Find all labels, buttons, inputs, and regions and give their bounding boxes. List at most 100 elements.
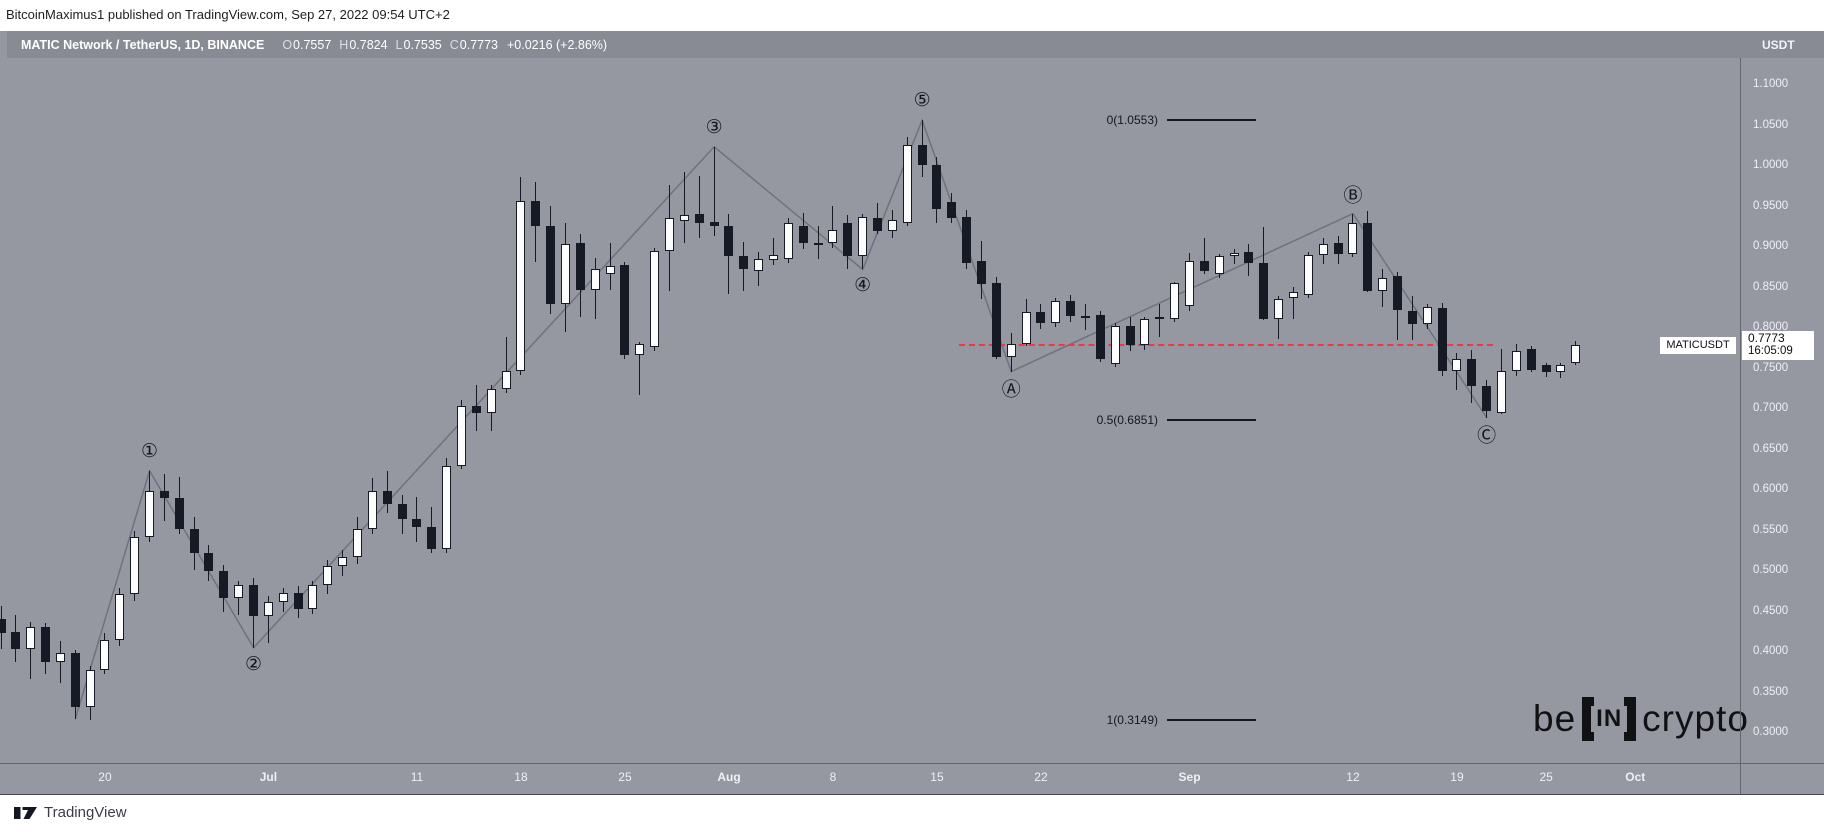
price-tick-label: 1.1000 — [1753, 78, 1789, 90]
price-tick-label: 0.4500 — [1753, 604, 1789, 617]
candle-body — [1348, 223, 1358, 255]
price-tick-label: 1.0500 — [1753, 118, 1789, 131]
price-tick-label: 0.9000 — [1753, 240, 1789, 252]
wave-label[interactable]: Ⓐ — [1001, 378, 1021, 401]
time-tick-label: 25 — [1539, 770, 1553, 784]
price-tick-label: 0.6500 — [1753, 442, 1789, 455]
wave-label[interactable]: ② — [245, 652, 263, 675]
symbol-legend[interactable]: MATIC Network / TetherUS, 1D, BINANCE O … — [21, 31, 607, 58]
candle-body — [1185, 261, 1195, 306]
candle-body — [26, 626, 36, 649]
candle-body — [947, 202, 957, 219]
legend-open-label: O — [282, 37, 293, 52]
candle-body — [1244, 251, 1254, 263]
candle-body — [1066, 301, 1076, 317]
chart-pane[interactable]: 0(1.0553) 0.5(0.6851) 1(0.3149) ① ② ③ ④ ⑤ Ⓐ Ⓑ Ⓒ b… — [0, 0, 1824, 794]
tradingview-brand-text[interactable]: TradingView — [44, 804, 127, 821]
price-tick-label: 0.5500 — [1753, 523, 1789, 536]
candle-wick — [639, 341, 641, 396]
candle-body — [798, 225, 808, 243]
candle-body — [70, 652, 80, 707]
candle-body — [769, 254, 779, 260]
candle-body — [902, 144, 912, 223]
wave-label[interactable]: ⑤ — [913, 89, 931, 112]
attribution-text: BitcoinMaximus1 published on TradingView… — [6, 7, 450, 22]
candle-body — [41, 626, 51, 663]
price-tick-label: 0.5000 — [1753, 564, 1789, 576]
candle-body — [1110, 326, 1120, 365]
candle-body — [130, 536, 140, 595]
legend-close-value: 0.7773 — [459, 37, 498, 52]
candle-body — [635, 344, 645, 356]
candle-body — [1363, 222, 1373, 292]
candle-body — [100, 640, 110, 671]
price-tick-label: 0.7000 — [1753, 402, 1789, 414]
legend-change-value: +0.0216 (+2.86%) — [507, 37, 608, 52]
candle-body — [1452, 359, 1462, 371]
legend-low-value: 0.7535 — [403, 37, 442, 52]
candle-wick — [713, 146, 715, 237]
candle-body — [887, 220, 897, 231]
candle-body — [471, 405, 481, 413]
candle-body — [1407, 310, 1417, 324]
support-dashed-line[interactable] — [959, 344, 1493, 347]
tradingview-logo-icon[interactable] — [14, 805, 38, 822]
candle-body — [501, 370, 511, 390]
candle-body — [739, 255, 749, 270]
fib-level-line — [1167, 119, 1256, 122]
legend-close-label: C — [449, 37, 459, 52]
candle-body — [605, 266, 615, 274]
candle-body — [1214, 255, 1224, 274]
candle-body — [249, 585, 259, 617]
candle-wick — [773, 237, 775, 265]
time-tick-label: Aug — [717, 770, 741, 784]
watermark-left-bracket-icon — [1582, 697, 1595, 741]
candle-body — [427, 527, 437, 549]
wave-label[interactable]: ③ — [705, 115, 723, 138]
candle-body — [1497, 370, 1507, 413]
candle-body — [55, 652, 65, 663]
candle-body — [367, 491, 377, 529]
time-tick-label: Oct — [1625, 770, 1646, 784]
time-tick-label: 19 — [1450, 770, 1464, 784]
legend-high-label: H — [339, 37, 349, 52]
candle-body — [219, 570, 229, 598]
wave-label[interactable]: ① — [141, 439, 159, 462]
price-tick-label: 0.4000 — [1753, 645, 1789, 657]
candle-body — [873, 218, 883, 231]
candle-body — [590, 269, 600, 290]
candle-body — [858, 216, 868, 256]
fib-level-label: 1(0.3149) — [1106, 712, 1158, 727]
wave-label[interactable]: Ⓒ — [1477, 424, 1497, 447]
candle-wick — [267, 595, 269, 643]
candle-body — [650, 250, 660, 348]
price-tick-label: 0.3500 — [1753, 685, 1789, 698]
candle-body — [1556, 365, 1566, 373]
candle-body — [977, 261, 987, 285]
candle-body — [1482, 385, 1492, 412]
candle-body — [1081, 316, 1091, 319]
candle-body — [263, 602, 273, 617]
candle-body — [991, 283, 1001, 357]
legend-symbol[interactable]: MATIC Network / TetherUS, 1D, BINANCE — [21, 37, 265, 52]
candle-body — [754, 258, 764, 272]
candle-body — [1318, 243, 1328, 255]
wave-label[interactable]: Ⓑ — [1343, 184, 1363, 207]
time-tick-label: 8 — [829, 770, 837, 784]
candle-body — [620, 265, 630, 356]
watermark-right-bracket-icon — [1624, 697, 1637, 741]
candle-body — [204, 552, 214, 571]
candle-body — [1199, 261, 1209, 272]
wave-label[interactable]: ④ — [854, 274, 872, 297]
candle-wick — [832, 205, 834, 248]
watermark-crypto-text: crypto — [1642, 698, 1749, 739]
candle-body — [962, 216, 972, 263]
candle-body — [1051, 301, 1061, 323]
candle-wick — [30, 621, 32, 679]
candle-body — [457, 405, 467, 467]
candle-body — [665, 218, 675, 251]
candle-body — [561, 244, 571, 305]
fib-level-label: 0.5(0.6851) — [1096, 413, 1158, 428]
candle-body — [516, 200, 526, 371]
candle-wick — [1456, 352, 1458, 390]
